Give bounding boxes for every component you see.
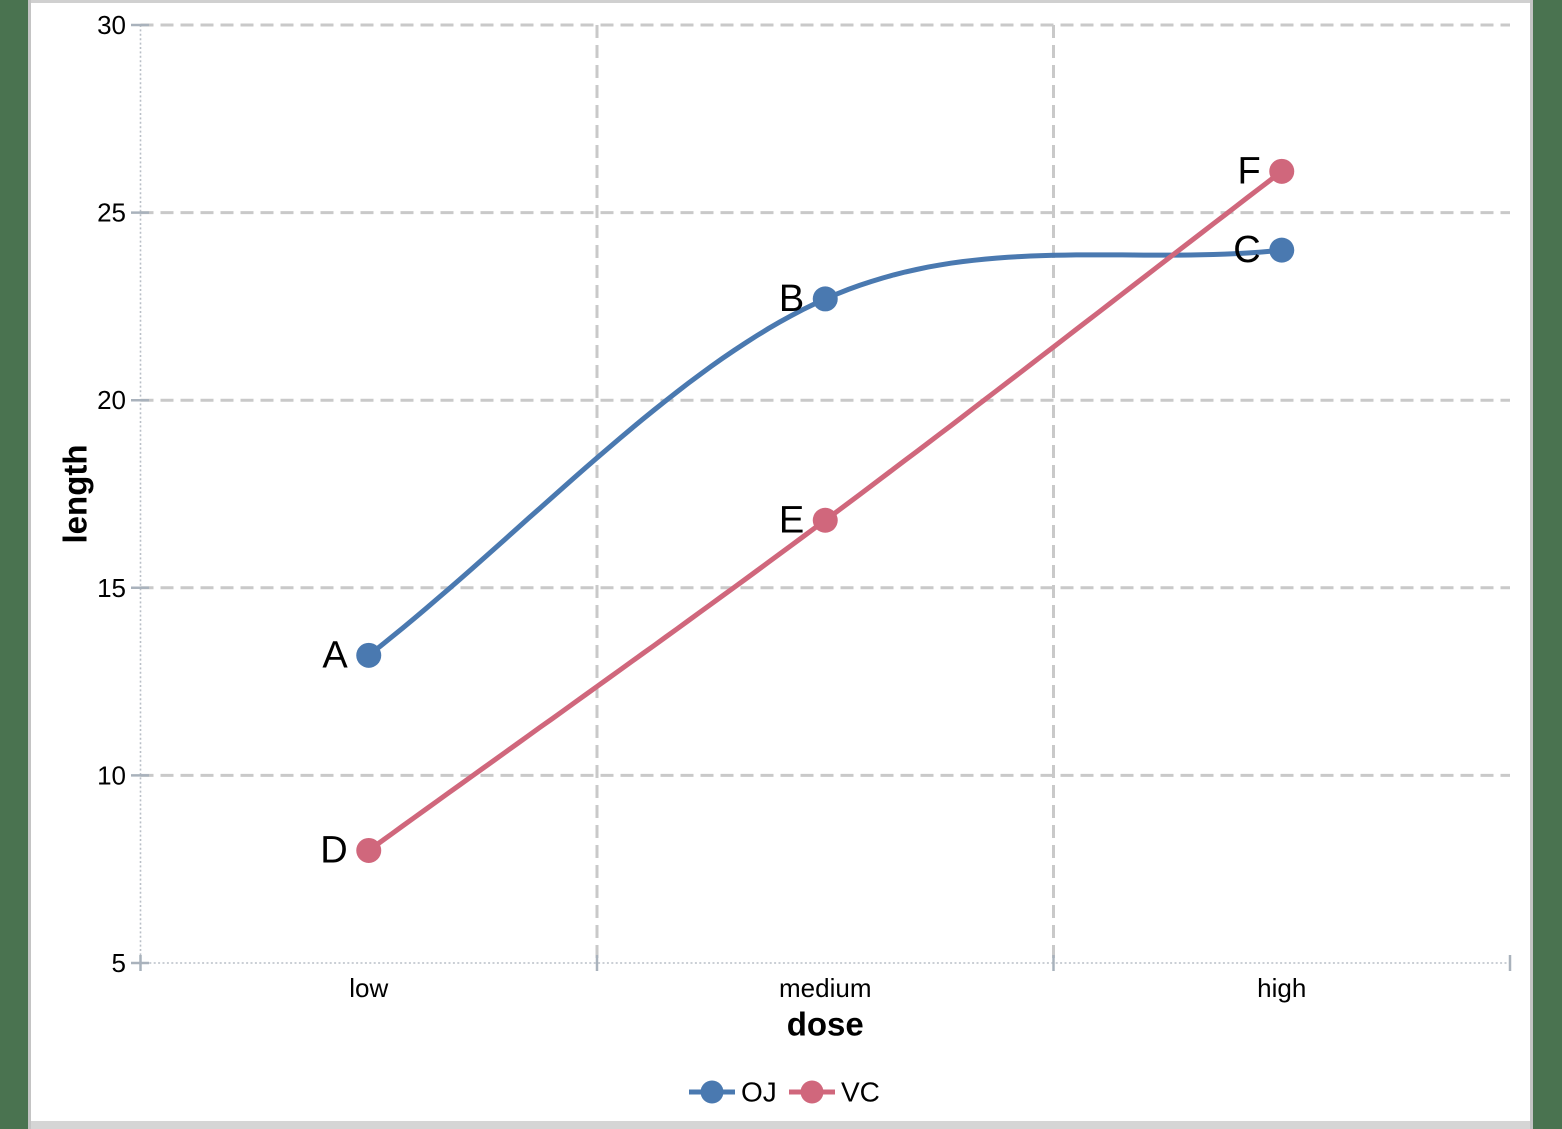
point-label-A: A xyxy=(322,634,348,676)
point-label-B: B xyxy=(779,278,804,320)
series-VC-marker-F xyxy=(1269,158,1295,184)
point-label-F: F xyxy=(1238,150,1261,192)
y-tick-label-20: 20 xyxy=(97,385,126,415)
point-label-C: C xyxy=(1233,229,1260,271)
legend-label-OJ: OJ xyxy=(741,1077,777,1108)
y-tick-label-15: 15 xyxy=(97,573,126,603)
frame-left-line xyxy=(28,0,31,1129)
point-label-E: E xyxy=(779,499,804,541)
y-tick-label-30: 30 xyxy=(97,10,126,40)
frame-right-line xyxy=(1530,0,1533,1129)
series-OJ-marker-B xyxy=(812,286,838,312)
frame-right-band xyxy=(1533,0,1562,1129)
y-tick-label-10: 10 xyxy=(97,760,126,790)
x-tick-label-high: high xyxy=(1257,973,1306,1003)
legend-label-VC: VC xyxy=(841,1077,880,1108)
x-axis-title: dose xyxy=(787,1006,864,1043)
y-axis-title: length xyxy=(57,445,94,544)
x-tick-label-medium: medium xyxy=(779,973,871,1003)
series-OJ-marker-A xyxy=(356,642,382,668)
legend-swatch-marker-OJ xyxy=(700,1080,724,1104)
frame-left-band xyxy=(0,0,28,1129)
series-VC-marker-D xyxy=(356,837,382,863)
legend-swatch-marker-VC xyxy=(800,1080,824,1104)
y-tick-label-25: 25 xyxy=(97,198,126,228)
point-label-D: D xyxy=(320,829,347,871)
series-VC-marker-E xyxy=(812,507,838,533)
y-tick-label-5: 5 xyxy=(112,948,126,978)
frame-bottom-band xyxy=(0,1121,1562,1129)
series-OJ-marker-C xyxy=(1269,237,1295,263)
frame-top-line xyxy=(0,0,1562,3)
x-tick-label-low: low xyxy=(349,973,388,1003)
